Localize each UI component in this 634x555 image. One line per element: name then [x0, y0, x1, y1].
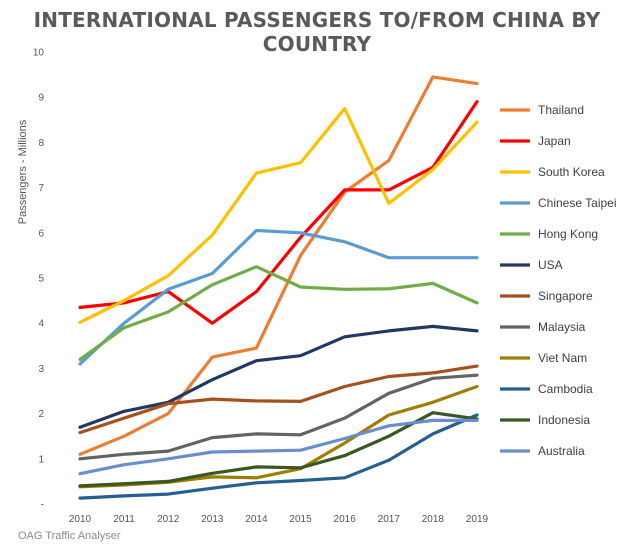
- x-tick-label: 2016: [334, 514, 357, 525]
- legend-entry: USA: [500, 258, 563, 272]
- legend-entry: Cambodia: [500, 382, 593, 396]
- y-tick-label: 4: [38, 319, 44, 330]
- y-tick-label: 8: [38, 138, 44, 149]
- legend-entry: Malaysia: [500, 320, 586, 334]
- y-axis-label: Passengers - Millions: [17, 119, 29, 224]
- legend-entry: Japan: [500, 134, 571, 148]
- x-tick-label: 2019: [466, 514, 489, 525]
- legend-entry: Hong Kong: [500, 227, 598, 241]
- legend: Thailand Japan South Korea Chinese Taipei Ho…: [500, 103, 617, 458]
- series-line-hong-kong: [78, 265, 479, 361]
- legend-label: Chinese Taipei: [538, 196, 617, 210]
- series-line-australia: [78, 418, 479, 476]
- legend-entry: Singapore: [500, 289, 593, 303]
- series-line-chinese-taipei: [78, 228, 479, 366]
- legend-label: Japan: [538, 134, 571, 148]
- series-line-cambodia: [78, 413, 479, 500]
- series-line-south-korea: [78, 106, 479, 324]
- x-tick-label: 2010: [69, 514, 92, 525]
- legend-entry: Thailand: [500, 103, 584, 117]
- y-tick-label: 10: [33, 48, 45, 59]
- x-tick-label: 2014: [245, 514, 268, 525]
- series-line-japan: [78, 100, 479, 325]
- legend-label: Viet Nam: [538, 351, 587, 365]
- y-tick-label: 1: [38, 454, 44, 465]
- series-line-thailand: [78, 75, 479, 456]
- legend-label: Australia: [538, 444, 585, 458]
- legend-entry: Australia: [500, 444, 585, 458]
- y-tick-label: -: [41, 500, 44, 511]
- y-tick-label: 7: [38, 183, 44, 194]
- legend-label: Indonesia: [538, 413, 590, 427]
- y-tick-label: 6: [38, 228, 44, 239]
- source-note: OAG Traffic Analyser: [18, 530, 121, 542]
- series-line-usa: [78, 324, 479, 429]
- series-line-malaysia: [78, 373, 479, 461]
- legend-label: South Korea: [538, 165, 605, 179]
- legend-entry: Viet Nam: [500, 351, 587, 365]
- legend-label: Malaysia: [538, 320, 586, 334]
- x-tick-label: 2018: [422, 514, 445, 525]
- series-layer: [78, 75, 479, 500]
- y-tick-label: 3: [38, 364, 44, 375]
- legend-label: Cambodia: [538, 382, 593, 396]
- series-line-singapore: [78, 364, 479, 435]
- legend-label: Thailand: [538, 103, 584, 117]
- legend-entry: Chinese Taipei: [500, 196, 617, 210]
- y-tick-label: 5: [38, 274, 44, 285]
- legend-label: Singapore: [538, 289, 593, 303]
- x-tick-label: 2013: [201, 514, 224, 525]
- chart-title: INTERNATIONAL PASSENGERS TO/FROM CHINA B…: [33, 8, 601, 56]
- y-tick-label: 9: [38, 93, 44, 104]
- legend-entry: South Korea: [500, 165, 605, 179]
- x-tick-label: 2015: [289, 514, 312, 525]
- axis-layer: - 1 2 3 4 5 6 7 8 9 10 2010 2011 2012 2013 2014 2015 2016…: [17, 48, 489, 526]
- x-tick-label: 2017: [378, 514, 401, 525]
- legend-label: Hong Kong: [538, 227, 598, 241]
- x-tick-label: 2012: [157, 514, 180, 525]
- y-tick-label: 2: [38, 409, 44, 420]
- legend-entry: Indonesia: [500, 413, 590, 427]
- x-tick-label: 2011: [113, 514, 135, 525]
- legend-label: USA: [538, 258, 563, 272]
